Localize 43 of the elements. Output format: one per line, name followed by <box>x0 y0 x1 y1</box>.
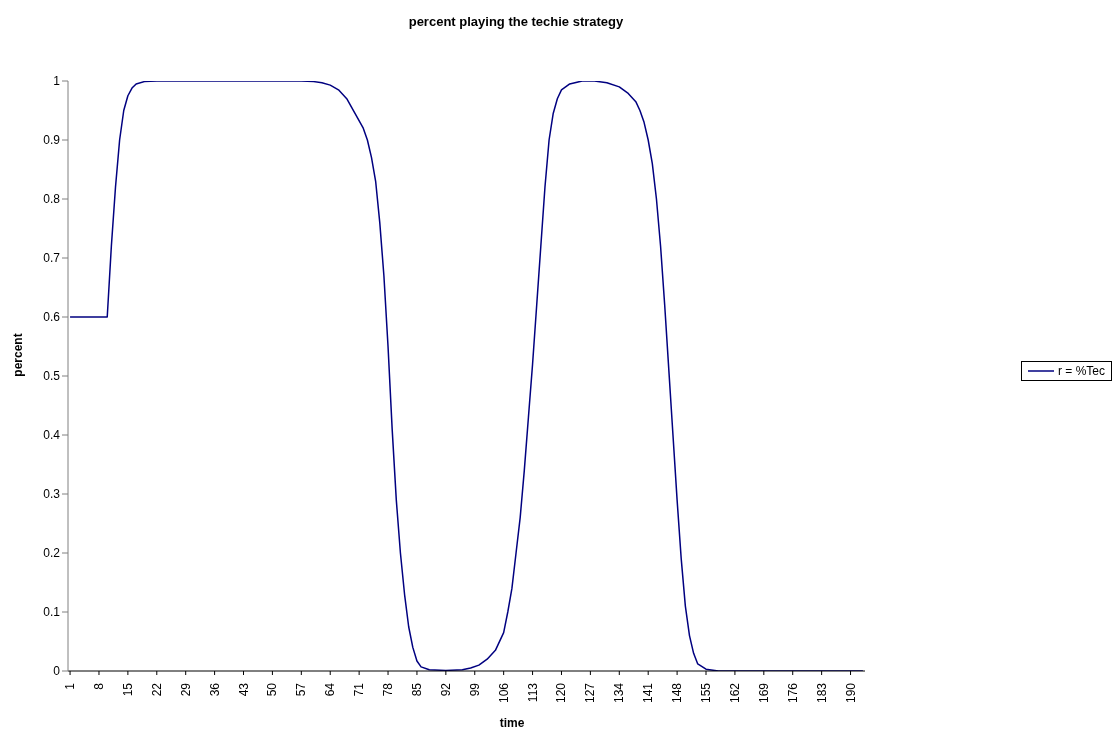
x-tick-label: 190 <box>843 682 858 704</box>
x-tick-label: 29 <box>178 682 193 697</box>
y-axis-title: percent <box>11 332 25 379</box>
y-tick-label: 0.3 <box>43 487 61 502</box>
x-tick-label: 169 <box>756 682 771 704</box>
y-tick-label: 0 <box>53 664 61 679</box>
x-tick-label: 176 <box>785 682 800 704</box>
x-tick-label: 106 <box>496 682 511 704</box>
x-tick-label: 148 <box>670 682 685 704</box>
x-tick-label: 15 <box>120 682 135 697</box>
x-tick-label: 141 <box>641 682 656 704</box>
y-tick-label: 1 <box>53 74 61 89</box>
y-tick-label: 0.9 <box>43 133 61 148</box>
x-tick-label: 162 <box>727 682 742 704</box>
y-tick-label: 0.1 <box>43 605 61 620</box>
y-tick-label: 0.6 <box>43 310 61 325</box>
x-tick-label: 134 <box>612 682 627 704</box>
x-tick-label: 78 <box>381 682 396 697</box>
y-tick-label: 0.8 <box>43 192 61 207</box>
x-tick-label: 183 <box>814 682 829 704</box>
x-tick-label: 64 <box>323 682 338 697</box>
x-tick-label: 1 <box>63 682 78 690</box>
y-tick-label: 0.5 <box>43 369 61 384</box>
x-tick-label: 99 <box>467 682 482 697</box>
chart-title: percent playing the techie strategy <box>407 14 625 29</box>
x-axis-title: time <box>498 716 526 730</box>
x-tick-label: 8 <box>91 682 106 690</box>
x-tick-label: 120 <box>554 682 569 704</box>
x-tick-label: 36 <box>207 682 222 697</box>
x-tick-label: 85 <box>409 682 424 697</box>
y-tick-label: 0.4 <box>43 428 61 443</box>
x-tick-label: 155 <box>699 682 713 704</box>
x-tick-label: 43 <box>236 682 251 697</box>
legend-label: r = %Tec <box>1057 364 1105 378</box>
y-tick-label: 0.2 <box>43 546 61 561</box>
x-tick-label: 22 <box>149 682 164 697</box>
x-tick-label: 57 <box>294 682 309 697</box>
x-tick-label: 127 <box>583 682 598 704</box>
x-tick-label: 113 <box>525 682 540 703</box>
x-tick-label: 92 <box>438 682 453 697</box>
x-tick-label: 50 <box>265 682 280 697</box>
x-tick-label: 71 <box>352 682 367 697</box>
y-tick-label: 0.7 <box>43 251 61 266</box>
